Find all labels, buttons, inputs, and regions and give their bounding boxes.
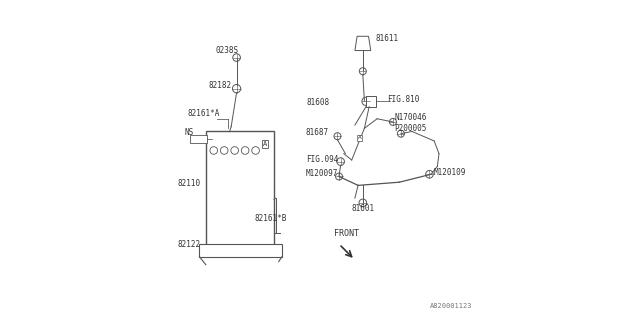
Text: 82161*B: 82161*B bbox=[255, 214, 287, 223]
Bar bbox=[200, 244, 282, 257]
Text: 82110: 82110 bbox=[178, 179, 201, 188]
Bar bbox=[366, 96, 376, 107]
Text: P200005: P200005 bbox=[394, 124, 427, 133]
Text: 82122: 82122 bbox=[178, 240, 201, 249]
Text: 81687: 81687 bbox=[306, 128, 329, 137]
Text: N170046: N170046 bbox=[394, 113, 427, 122]
Bar bbox=[206, 132, 274, 252]
Text: M120109: M120109 bbox=[433, 168, 466, 177]
Text: NS: NS bbox=[184, 128, 193, 137]
Text: A820001123: A820001123 bbox=[430, 303, 472, 309]
Text: M120097: M120097 bbox=[306, 169, 339, 178]
Text: 81601: 81601 bbox=[351, 204, 374, 213]
Text: FIG.094: FIG.094 bbox=[306, 155, 338, 164]
Text: 82182: 82182 bbox=[209, 81, 232, 90]
Text: A: A bbox=[263, 141, 268, 147]
Text: 81608: 81608 bbox=[307, 98, 330, 107]
Bar bbox=[190, 135, 207, 142]
Text: 82161*A: 82161*A bbox=[188, 108, 220, 117]
Text: FIG.810: FIG.810 bbox=[387, 95, 420, 104]
Polygon shape bbox=[355, 36, 371, 51]
Text: A: A bbox=[358, 135, 362, 140]
Text: FRONT: FRONT bbox=[334, 229, 359, 238]
Text: 0238S: 0238S bbox=[215, 46, 239, 55]
Text: 81611: 81611 bbox=[376, 34, 399, 43]
